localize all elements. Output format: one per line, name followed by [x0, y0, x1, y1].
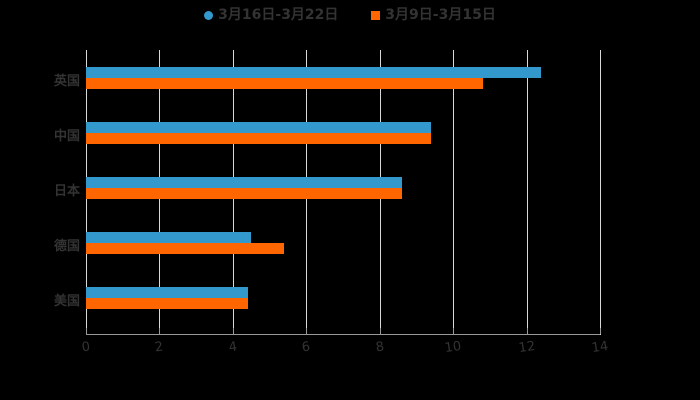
category-label: 美国 — [53, 294, 80, 309]
bar[interactable] — [86, 78, 483, 89]
x-tick-label: 10 — [443, 338, 463, 357]
tick — [306, 328, 308, 334]
tick — [86, 328, 87, 334]
x-tick-label: 12 — [517, 338, 536, 357]
gridline — [453, 50, 455, 335]
x-axis — [86, 328, 601, 335]
tick — [526, 328, 528, 334]
bar[interactable] — [86, 67, 542, 78]
category-label: 德国 — [53, 239, 80, 254]
tick — [379, 328, 381, 334]
bar[interactable] — [86, 232, 252, 243]
bar[interactable] — [86, 298, 248, 309]
circle-marker-icon — [204, 10, 214, 20]
bar[interactable] — [86, 177, 402, 188]
x-tick-label: 8 — [374, 339, 385, 356]
legend: 3月16日-3月22日 3月9日-3月15日 — [0, 4, 700, 24]
tick — [600, 328, 601, 334]
gridline — [600, 50, 601, 335]
x-tick-label: 4 — [227, 339, 238, 356]
legend-label: 3月16日-3月22日 — [218, 7, 339, 23]
x-tick-label: 6 — [301, 339, 312, 356]
x-tick-label: 2 — [154, 339, 165, 356]
square-marker-icon — [371, 10, 381, 20]
bar[interactable] — [86, 133, 432, 144]
tick — [453, 328, 455, 334]
legend-label: 3月9日-3月15日 — [385, 7, 496, 23]
bar[interactable] — [86, 287, 248, 298]
bar[interactable] — [86, 188, 402, 199]
tick — [159, 328, 161, 334]
category-label: 中国 — [53, 129, 80, 144]
x-tick-label: 0 — [80, 339, 92, 356]
plot-area — [86, 50, 601, 335]
category-label: 日本 — [53, 184, 80, 199]
bar[interactable] — [86, 243, 285, 254]
legend-item-series-1[interactable]: 3月16日-3月22日 — [204, 4, 338, 24]
x-tick-label: 14 — [590, 338, 610, 357]
gridline — [526, 50, 528, 335]
category-label: 英国 — [53, 74, 80, 89]
tick — [232, 328, 234, 334]
bar[interactable] — [86, 122, 432, 133]
legend-item-series-2[interactable]: 3月9日-3月15日 — [371, 4, 496, 24]
